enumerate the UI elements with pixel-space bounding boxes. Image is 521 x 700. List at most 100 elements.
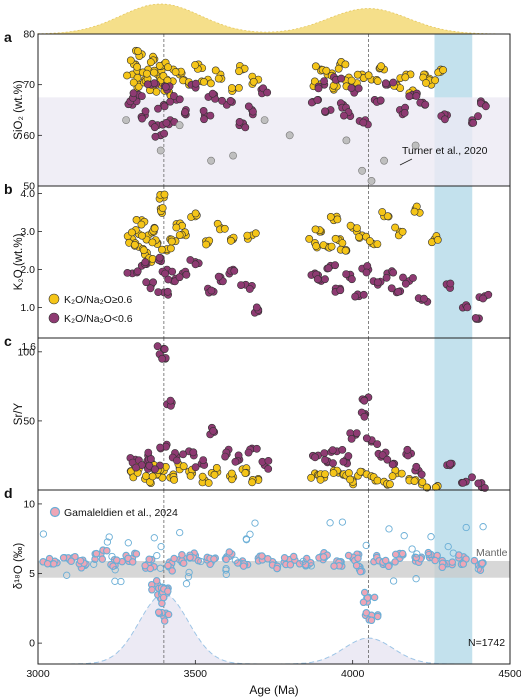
data-point <box>264 464 273 473</box>
data-point <box>378 451 387 459</box>
data-point-open <box>389 577 398 585</box>
data-point <box>459 478 467 487</box>
data-point <box>480 484 489 492</box>
data-point <box>440 115 449 124</box>
data-point-open <box>412 575 420 583</box>
data-point <box>401 73 410 82</box>
data-point <box>207 286 216 295</box>
y-tick-label: 60 <box>23 130 35 142</box>
data-point <box>103 546 111 555</box>
data-point-open <box>385 525 393 533</box>
data-point <box>148 472 157 481</box>
data-point <box>249 77 258 86</box>
data-point <box>382 273 391 282</box>
data-point <box>388 460 397 469</box>
data-point <box>191 463 200 472</box>
data-point <box>225 548 234 556</box>
data-point <box>311 225 320 234</box>
data-point <box>222 555 230 564</box>
data-point-open <box>246 530 254 538</box>
data-point <box>189 448 198 457</box>
data-point <box>209 426 218 435</box>
data-point-open <box>184 573 193 581</box>
data-point <box>273 564 281 573</box>
x-axis-ticks: 3000 3500 4000 4500 <box>26 660 521 680</box>
data-point <box>128 558 137 566</box>
data-point <box>316 475 325 484</box>
data-point <box>76 556 85 565</box>
data-point <box>312 242 320 250</box>
data-point <box>373 77 382 85</box>
data-point <box>157 245 166 254</box>
data-point <box>172 456 181 465</box>
data-point-open <box>103 538 112 546</box>
data-point <box>339 457 348 466</box>
data-point <box>388 472 397 481</box>
data-point <box>191 79 200 88</box>
data-point <box>324 264 333 273</box>
data-point <box>403 445 412 454</box>
data-point <box>329 469 338 477</box>
data-point <box>420 294 428 303</box>
data-point <box>468 473 476 482</box>
data-point-open <box>105 533 113 541</box>
data-point <box>191 61 199 69</box>
data-point <box>220 224 229 233</box>
data-point <box>264 456 273 465</box>
data-point <box>164 63 172 72</box>
data-point <box>333 215 342 224</box>
data-point <box>373 440 382 448</box>
legend-zircon-marker <box>49 506 61 518</box>
data-point <box>141 258 150 267</box>
data-point <box>151 465 159 474</box>
data-point <box>385 480 394 489</box>
turner-annotation-arrow <box>399 158 413 166</box>
data-point-open <box>117 577 125 586</box>
data-point <box>381 556 390 565</box>
data-point <box>172 223 181 232</box>
data-point-open <box>338 518 347 526</box>
data-point <box>342 270 350 278</box>
data-point-open <box>63 571 71 579</box>
data-point <box>179 559 188 567</box>
data-point <box>422 79 430 87</box>
data-point <box>134 82 143 91</box>
data-point <box>422 483 431 492</box>
data-point <box>208 89 217 98</box>
data-point <box>347 76 356 85</box>
data-point <box>362 609 371 617</box>
data-point <box>186 553 194 562</box>
data-point <box>391 558 399 566</box>
data-point-open <box>182 580 191 588</box>
data-point <box>367 616 376 625</box>
data-point <box>244 448 253 457</box>
data-point <box>151 132 160 141</box>
y-tick-label: 10 <box>23 498 35 510</box>
data-point <box>122 116 130 124</box>
data-point-open <box>427 533 435 541</box>
x-tick-label: 4000 <box>341 668 365 680</box>
data-point <box>162 119 171 127</box>
data-point <box>352 561 361 570</box>
data-point <box>175 273 184 282</box>
panel-d-ylabel: δ¹⁸O (‰) <box>13 543 25 590</box>
data-point <box>166 97 175 106</box>
data-point <box>178 551 186 559</box>
data-point <box>231 457 240 466</box>
data-point <box>234 84 243 92</box>
data-point <box>405 92 414 101</box>
data-point <box>239 562 248 570</box>
data-point <box>320 449 329 457</box>
data-point-open <box>150 534 158 542</box>
data-point <box>448 558 457 566</box>
data-point-open <box>449 549 457 557</box>
x-tick-label: 3000 <box>26 668 50 680</box>
data-point-open <box>413 550 421 558</box>
data-point <box>352 429 361 437</box>
data-point <box>360 412 369 421</box>
data-point <box>391 223 399 232</box>
data-point <box>132 463 140 472</box>
data-point <box>186 471 195 480</box>
data-point <box>391 550 400 559</box>
